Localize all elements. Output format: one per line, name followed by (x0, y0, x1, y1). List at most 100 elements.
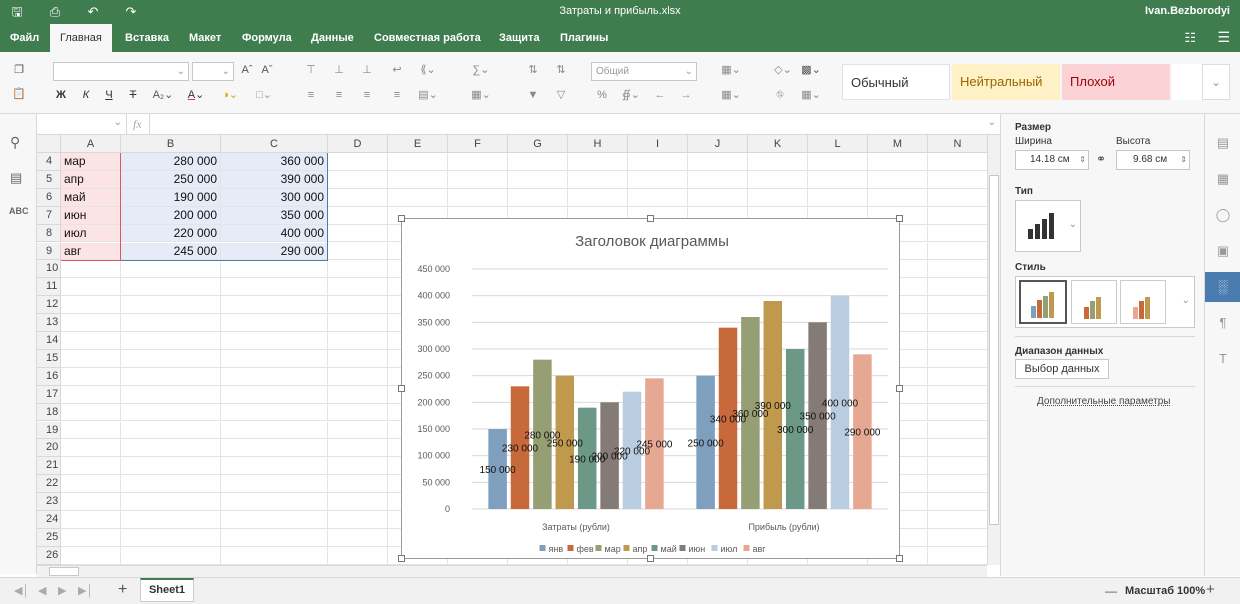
cell-n21[interactable] (928, 457, 987, 476)
increase-decimal-icon[interactable]: → (680, 89, 692, 101)
align-top-icon[interactable]: ⊤ (306, 64, 316, 76)
italic-icon[interactable]: К (82, 89, 90, 101)
align-middle-icon[interactable]: ⊥ (334, 64, 344, 76)
cell-n15[interactable] (928, 350, 987, 368)
chevron-down-icon[interactable]: ⌄ (1181, 295, 1190, 306)
row-header[interactable]: 12 (37, 296, 61, 315)
cell-d5[interactable] (328, 170, 388, 189)
spellcheck-icon[interactable]: ABC (9, 206, 29, 216)
format-painter-icon[interactable]: ⛗ (775, 89, 785, 101)
tab-insert[interactable]: Вставка (125, 32, 169, 44)
cell-b26[interactable] (121, 546, 221, 565)
chart-style-1[interactable] (1019, 280, 1067, 324)
cell-c4[interactable]: 360 000 (221, 153, 328, 171)
cell-c15[interactable] (221, 349, 328, 368)
cell-b17[interactable] (121, 385, 221, 404)
column-header-g[interactable]: G (508, 135, 568, 153)
tab-plugins[interactable]: Плагины (560, 32, 609, 44)
row-header[interactable]: 4 (37, 153, 61, 171)
cell-m6[interactable] (868, 188, 928, 207)
cell-d24[interactable] (328, 511, 388, 529)
cell-a20[interactable] (61, 439, 121, 458)
number-format-select[interactable]: Общий ⌄ (591, 62, 697, 81)
cell-c24[interactable] (221, 511, 328, 529)
cell-b7[interactable]: 200 000 (121, 206, 221, 225)
row-header[interactable]: 19 (37, 421, 61, 440)
cell-b25[interactable] (121, 528, 221, 547)
justify-icon[interactable]: ≡ (393, 89, 401, 101)
style-bad[interactable]: Плохой (1062, 64, 1170, 100)
advanced-settings-link[interactable]: Дополнительные параметры (1037, 396, 1171, 407)
cell-n11[interactable] (928, 278, 987, 297)
cell-n14[interactable] (928, 332, 987, 350)
cell-c9[interactable]: 290 000 (221, 242, 328, 261)
cell-m5[interactable] (868, 170, 928, 189)
user-name[interactable]: Ivan.Bezborodyi (1145, 5, 1230, 17)
named-range-icon[interactable]: ▦⌄ (471, 89, 491, 101)
cell-n16[interactable] (928, 368, 987, 386)
cell-delete-icon[interactable]: ▦⌄ (721, 89, 741, 101)
tab-protection[interactable]: Защита (499, 32, 540, 44)
cell-a11[interactable] (61, 278, 121, 297)
cell-c5[interactable]: 390 000 (221, 170, 328, 189)
textart-settings-icon[interactable]: T (1219, 351, 1227, 366)
paragraph-settings-icon[interactable]: ¶ (1219, 315, 1227, 330)
cell-c7[interactable]: 350 000 (221, 206, 328, 225)
cell-n22[interactable] (928, 475, 987, 494)
cell-j4[interactable] (688, 153, 748, 171)
row-header[interactable]: 7 (37, 206, 61, 225)
cell-b14[interactable] (121, 332, 221, 350)
tab-home[interactable]: Главная (50, 24, 112, 52)
cell-b23[interactable] (121, 493, 221, 511)
redo-icon[interactable]: ↷ (125, 4, 137, 19)
style-normal[interactable]: Обычный (842, 64, 950, 100)
cell-e4[interactable] (388, 153, 448, 171)
cell-a7[interactable]: июн (61, 206, 121, 225)
cell-b19[interactable] (121, 421, 221, 440)
cell-n23[interactable] (928, 493, 987, 511)
cell-n24[interactable] (928, 511, 987, 529)
tab-collaboration[interactable]: Совместная работа (374, 32, 481, 44)
comments-icon[interactable]: ▤ (10, 170, 23, 185)
style-empty[interactable] (1172, 64, 1202, 100)
cell-a5[interactable]: апр (61, 170, 121, 189)
tab-layout[interactable]: Макет (189, 32, 222, 44)
cell-d9[interactable] (328, 242, 388, 261)
sort-asc-icon[interactable]: ⇅ (528, 64, 538, 76)
row-header[interactable]: 8 (37, 224, 61, 243)
style-neutral[interactable]: Нейтральный (952, 64, 1060, 100)
cell-a19[interactable] (61, 421, 121, 440)
filter-icon[interactable]: ▼ (527, 89, 539, 101)
row-header[interactable]: 5 (37, 170, 61, 189)
column-header-b[interactable]: B (121, 135, 221, 153)
cell-b24[interactable] (121, 511, 221, 529)
decrease-font-icon[interactable]: Aˇ (261, 64, 273, 76)
align-center-icon[interactable]: ≡ (335, 89, 343, 101)
first-sheet-icon[interactable]: ◀│ (14, 585, 30, 597)
cell-a23[interactable] (61, 493, 121, 511)
cell-e5[interactable] (388, 170, 448, 189)
cell-a14[interactable] (61, 332, 121, 350)
cell-g6[interactable] (508, 188, 568, 207)
cell-d25[interactable] (328, 528, 388, 547)
chart-style-2[interactable] (1071, 280, 1117, 324)
link-icon[interactable]: ⚭ (1096, 152, 1107, 166)
cell-n19[interactable] (928, 422, 987, 440)
cell-n25[interactable] (928, 529, 987, 547)
row-header[interactable]: 21 (37, 457, 61, 476)
zoom-in-icon[interactable]: + (1206, 581, 1215, 598)
expand-formula-icon[interactable]: ⌄ (987, 117, 996, 128)
strikethrough-icon[interactable]: Т (129, 89, 137, 101)
cell-d22[interactable] (328, 475, 388, 494)
zoom-out-icon[interactable]: — (1105, 584, 1117, 598)
cell-b8[interactable]: 220 000 (121, 224, 221, 243)
cell-a17[interactable] (61, 385, 121, 404)
resize-handle[interactable] (647, 215, 654, 222)
cell-d17[interactable] (328, 385, 388, 404)
clear-filter-icon[interactable]: ▽ (556, 89, 566, 101)
cell-g4[interactable] (508, 153, 568, 171)
resize-handle[interactable] (896, 555, 903, 562)
cell-k4[interactable] (748, 153, 808, 171)
formula-input[interactable] (149, 114, 989, 134)
cell-b18[interactable] (121, 403, 221, 422)
